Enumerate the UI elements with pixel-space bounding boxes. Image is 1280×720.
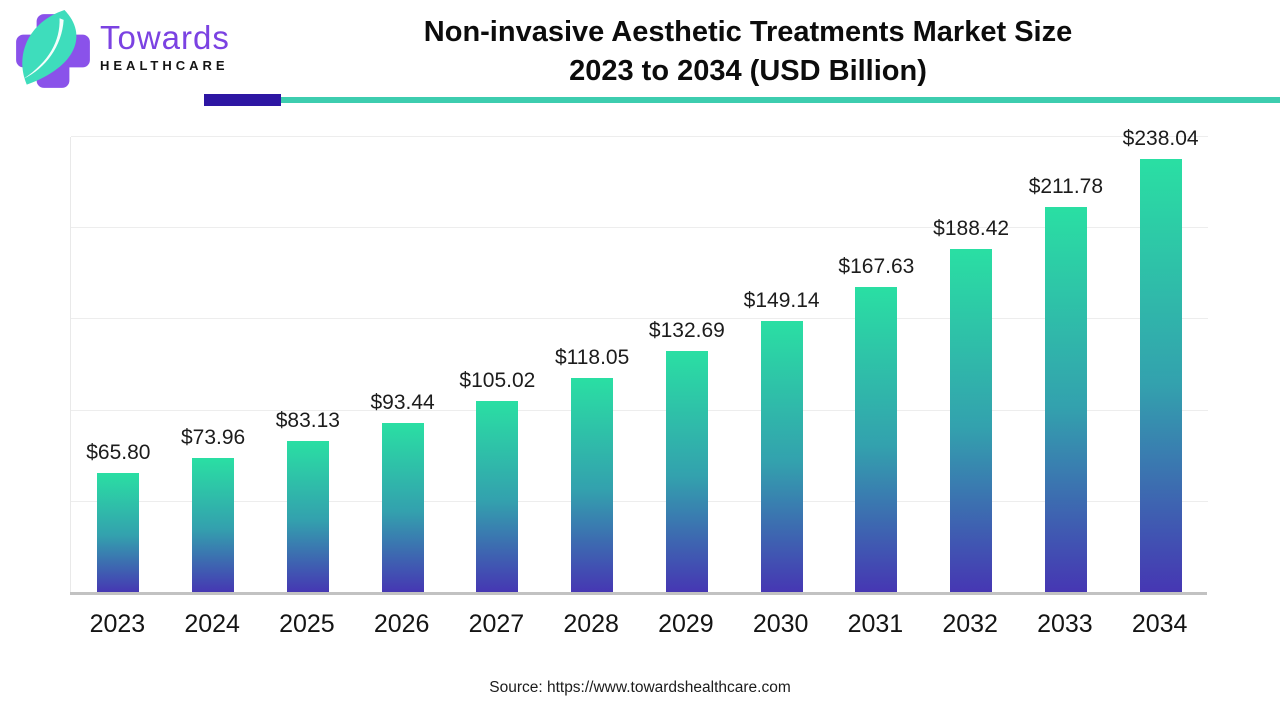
bar-2032 xyxy=(950,249,993,593)
bar-value-label: $238.04 xyxy=(1122,126,1199,150)
brand-subname: HEALTHCARE xyxy=(100,58,229,73)
bar-slot-2032: $188.42 xyxy=(924,217,1019,593)
x-axis-label-2024: 2024 xyxy=(184,610,240,638)
bar-value-label: $132.69 xyxy=(648,318,725,342)
bar-2034 xyxy=(1139,158,1182,593)
gridline-150 xyxy=(71,318,1208,320)
x-axis-label-2027: 2027 xyxy=(468,610,525,638)
bar-2033 xyxy=(1044,206,1087,593)
bar-value-label: $149.14 xyxy=(743,288,820,312)
bar-slot-2031: $167.63 xyxy=(829,255,924,593)
chart-title-line2: 2023 to 2034 (USD Billion) xyxy=(569,55,927,87)
chart-title: Non-invasive Aesthetic Treatments Market… xyxy=(288,13,1208,91)
bar-slot-2024: $73.96 xyxy=(166,426,261,593)
bar-value-label: $73.96 xyxy=(181,426,246,450)
gridline-100 xyxy=(71,409,1208,411)
bar-2028 xyxy=(571,377,614,593)
x-axis-label-2029: 2029 xyxy=(658,610,714,638)
x-axis-label-2031: 2031 xyxy=(847,610,904,638)
bar-value-label: $167.63 xyxy=(838,255,915,279)
bar-2029 xyxy=(665,350,708,593)
x-axis-label-2034: 2034 xyxy=(1131,610,1188,638)
bar-2024 xyxy=(192,458,235,593)
bar-2031 xyxy=(855,287,898,593)
bar-2026 xyxy=(381,422,424,593)
bar-slot-2034: $238.04 xyxy=(1113,127,1208,593)
divider-indigo-segment xyxy=(204,94,281,106)
gridline-50 xyxy=(71,500,1208,502)
x-axis-label-2030: 2030 xyxy=(752,610,809,638)
bar-value-label: $105.02 xyxy=(459,369,536,393)
x-axis-label-2028: 2028 xyxy=(563,610,619,638)
towards-healthcare-logo xyxy=(16,10,90,88)
bar-slot-2029: $132.69 xyxy=(640,319,735,593)
bar-value-label: $211.78 xyxy=(1028,174,1104,198)
bars-container: $65.80 $73.96 $83.13 $93.44 $105.02 $118.05 $1… xyxy=(71,127,1208,593)
divider-teal-line xyxy=(281,97,1280,103)
x-axis-label-2032: 2032 xyxy=(942,610,998,638)
bar-slot-2023: $65.80 xyxy=(71,441,166,593)
bar-value-label: $65.80 xyxy=(86,440,151,464)
bar-value-label: $188.42 xyxy=(933,217,1010,241)
x-axis-label-2025: 2025 xyxy=(279,610,335,638)
bar-2030 xyxy=(760,320,803,593)
bar-value-label: $118.05 xyxy=(554,345,630,369)
x-axis-line xyxy=(70,592,1207,595)
bar-slot-2028: $118.05 xyxy=(545,346,640,593)
source-text: Source: https://www.towardshealthcare.co… xyxy=(489,679,791,696)
bar-value-label: $93.44 xyxy=(370,390,435,414)
bar-slot-2033: $211.78 xyxy=(1019,175,1114,593)
bar-slot-2026: $93.44 xyxy=(355,391,450,593)
bar-slot-2030: $149.14 xyxy=(734,289,829,593)
brand-text: Towards HEALTHCARE xyxy=(100,19,230,74)
bar-2023 xyxy=(97,472,140,593)
gridline-250 xyxy=(71,136,1208,137)
x-axis-labels: 2023 2024 2025 2026 2027 2028 2029 2030 2031 2032… xyxy=(70,610,1207,639)
leaf-icon xyxy=(22,10,77,85)
bar-2027 xyxy=(476,401,519,593)
bar-slot-2027: $105.02 xyxy=(450,369,545,593)
x-axis-label-2023: 2023 xyxy=(89,610,146,638)
bar-value-label: $83.13 xyxy=(275,409,340,433)
brand-name: Towards xyxy=(100,19,230,56)
x-axis-label-2026: 2026 xyxy=(373,610,430,638)
gridline-200 xyxy=(71,227,1208,229)
chart-title-line1: Non-invasive Aesthetic Treatments Market… xyxy=(423,16,1073,48)
bar-slot-2025: $83.13 xyxy=(261,409,356,593)
bar-chart-plot-area: $65.80 $73.96 $83.13 $93.44 $105.02 $118.05 $1… xyxy=(70,127,1208,593)
bar-2025 xyxy=(286,441,329,593)
x-axis-label-2033: 2033 xyxy=(1037,610,1093,638)
